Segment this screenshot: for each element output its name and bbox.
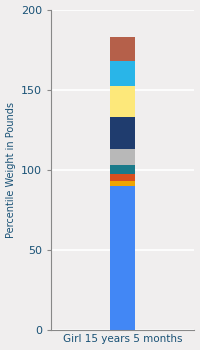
Bar [110,149,135,165]
Bar [110,117,135,149]
Bar [110,61,135,86]
Y-axis label: Percentile Weight in Pounds: Percentile Weight in Pounds [6,102,16,238]
Bar [110,186,135,330]
Bar [110,37,135,61]
Bar [110,174,135,181]
Bar [110,181,135,186]
Bar [110,86,135,117]
Bar [110,165,135,174]
